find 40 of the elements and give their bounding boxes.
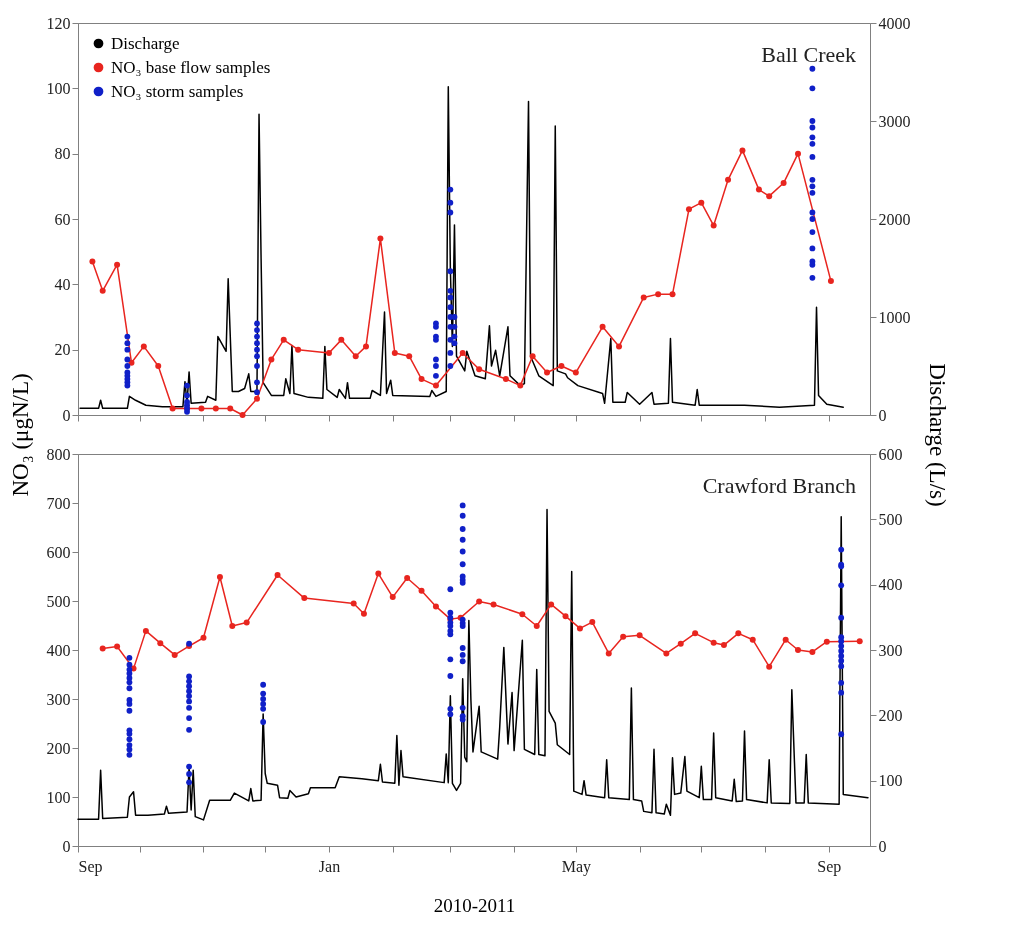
y-tick-label: 600 <box>46 543 71 561</box>
y-tick-label: 0 <box>62 406 71 424</box>
y-tick-label: 100 <box>46 788 71 806</box>
y-tick-label: 40 <box>54 275 71 293</box>
x-tick-label: Jan <box>318 857 341 875</box>
y2-tick-label: 4000 <box>878 14 911 32</box>
y2-tick-label: 500 <box>878 510 903 528</box>
y2-tick-label: 1000 <box>878 308 911 326</box>
y2-tick-label: 400 <box>878 576 903 594</box>
y-tick-label: 200 <box>46 739 71 757</box>
y2-tick-label: 600 <box>878 445 903 463</box>
y-tick-label: 100 <box>46 79 71 97</box>
x-tick-label: May <box>561 857 591 876</box>
y2-tick-label: 100 <box>878 772 903 790</box>
y-tick-label: 0 <box>62 837 71 855</box>
y-tick-label: 120 <box>46 14 71 32</box>
y-tick-label: 700 <box>46 494 71 512</box>
y-tick-label: 80 <box>54 145 71 163</box>
y-axis-title: NO₃ (μgN/L) <box>7 373 33 497</box>
text: Crawford Branch <box>702 473 856 498</box>
y-tick-label: 60 <box>54 210 71 228</box>
y2-tick-label: 2000 <box>878 210 911 228</box>
legend-label: Discharge <box>111 33 180 53</box>
legend-label: NO₃ storm samples <box>111 81 244 101</box>
y-tick-label: 400 <box>46 641 71 659</box>
y2-tick-label: 200 <box>878 706 903 724</box>
y2-tick-label: 0 <box>878 837 887 855</box>
y-tick-label: 20 <box>54 341 71 359</box>
y-tick-label: 800 <box>46 445 71 463</box>
y2-tick-label: 3000 <box>878 112 911 130</box>
y-tick-label: 300 <box>46 690 71 708</box>
text: Ball Creek <box>761 42 856 67</box>
x-tick-label: Sep <box>78 857 103 876</box>
y2-axis-title: Discharge (L/s) <box>924 363 950 507</box>
legend-label: NO₃ base flow samples <box>111 57 271 77</box>
y2-tick-label: 300 <box>878 641 903 659</box>
x-axis-title: 2010-2011 <box>433 894 516 916</box>
y2-tick-label: 0 <box>878 406 887 424</box>
x-tick-label: Sep <box>817 857 842 876</box>
y-tick-label: 500 <box>46 592 71 610</box>
